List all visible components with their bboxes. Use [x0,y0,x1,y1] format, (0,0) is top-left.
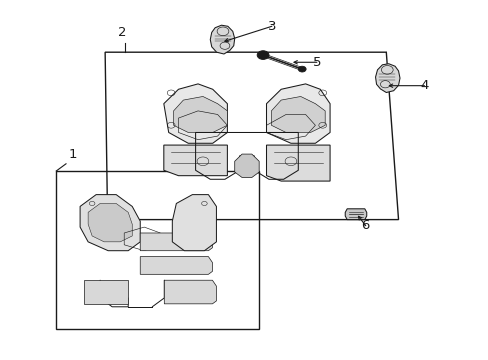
Polygon shape [210,25,234,54]
Text: 2: 2 [118,26,126,39]
Polygon shape [140,257,212,274]
Polygon shape [163,145,227,176]
Text: 6: 6 [361,219,369,232]
Circle shape [298,66,305,72]
Polygon shape [173,96,227,132]
Polygon shape [234,154,259,177]
Polygon shape [271,96,325,132]
Text: 5: 5 [312,56,321,69]
Circle shape [257,51,268,59]
Polygon shape [345,209,366,220]
Polygon shape [84,280,128,304]
Text: 4: 4 [419,79,428,92]
Polygon shape [163,84,227,143]
Polygon shape [164,280,216,304]
Text: 3: 3 [267,20,276,33]
Polygon shape [140,233,212,251]
Polygon shape [375,64,399,93]
Polygon shape [80,195,140,251]
Text: 1: 1 [68,148,77,161]
Polygon shape [266,145,329,181]
Polygon shape [172,195,216,251]
Bar [56,171,259,329]
Polygon shape [88,203,132,242]
Polygon shape [266,84,329,143]
